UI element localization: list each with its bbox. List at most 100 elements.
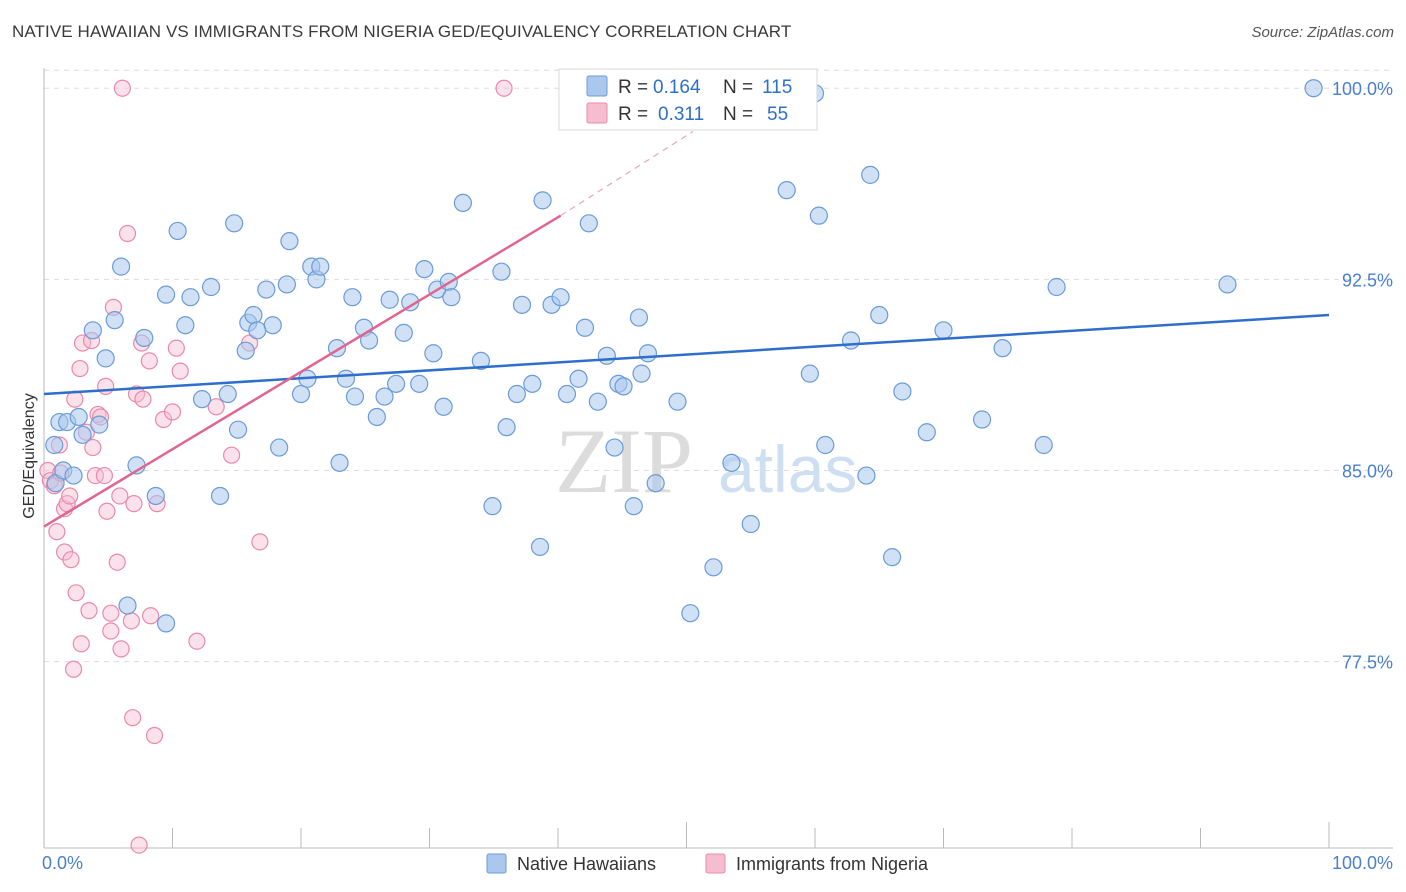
trend-lines [43,131,1330,528]
data-point-nigeria [118,224,137,243]
data-point-native-hawaiian [330,453,349,472]
data-point-native-hawaiian [181,288,200,307]
data-point-native-hawaiian [244,305,263,325]
data-point-native-hawaiian [453,193,473,213]
data-point-native-hawaiian [248,321,267,340]
data-point-native-hawaiian [523,374,542,393]
stats-legend-r-label-pink: R = [618,104,648,125]
data-point-native-hawaiian [816,435,835,455]
data-point-native-hawaiian [993,339,1012,358]
data-point-native-hawaiian [257,280,276,299]
data-point-native-hawaiian [629,308,649,327]
data-point-nigeria [112,640,130,658]
data-point-native-hawaiian [45,435,64,455]
data-point-nigeria [71,359,89,378]
data-point-native-hawaiian [336,369,356,388]
stats-legend-swatch-blue [586,75,608,97]
data-point-native-hawaiian [105,311,124,330]
y-tick-label: 85.0% [1342,461,1393,481]
x-tick-label-max: 100.0% [1332,853,1393,873]
stats-legend-n-label-blue: N = [723,77,753,98]
data-point-native-hawaiian [210,486,230,506]
data-point-nigeria [95,466,113,485]
data-point-nigeria [207,398,225,416]
data-point-native-hawaiian [917,423,936,442]
watermark: ZIP atlas [555,410,857,512]
data-point-native-hawaiian [96,349,115,368]
data-point-nigeria [86,466,105,485]
data-point-nigeria [145,726,164,745]
y-tick-labels: 77.5% 85.0% 92.5% 100.0% [1332,79,1393,672]
data-point-native-hawaiian [597,346,616,365]
stats-legend: R = 0.164 N = 115 R = 0.311 N = 55 [558,68,818,131]
data-point-native-hawaiian [569,369,588,388]
stats-legend-n-value-blue: 115 [762,77,792,98]
data-point-native-hawaiian [841,331,861,350]
legend-label-immigrants-from-nigeria: Immigrants from Nigeria [736,854,929,874]
data-point-native-hawaiian [972,410,992,429]
x-tick-label-min: 0.0% [42,853,83,873]
stats-legend-n-value-pink: 55 [767,104,788,125]
data-point-native-hawaiian [83,321,102,340]
y-tick-label: 92.5% [1342,270,1393,290]
data-point-native-hawaiian [497,418,516,437]
data-point-native-hawaiian [557,384,577,404]
trend-line-native-hawaiians [43,313,1330,396]
data-point-native-hawaiian [156,285,176,304]
watermark-zip: ZIP [555,410,693,512]
legend-swatch-immigrants-from-nigeria [705,853,726,874]
data-point-nigeria [167,339,185,357]
data-point-nigeria [97,377,115,395]
data-point-native-hawaiian [624,497,643,516]
stats-legend-r-value-blue: 0.164 [653,77,701,98]
data-point-native-hawaiian [861,165,880,184]
data-point-native-hawaiian [668,392,687,411]
data-point-nigeria [134,390,152,408]
data-point-native-hawaiian [632,364,651,383]
data-point-native-hawaiian [646,474,665,493]
data-point-native-hawaiian [579,214,598,233]
data-point-native-hawaiian [638,344,658,363]
data-point-native-hawaiian [367,407,386,427]
data-point-native-hawaiian [225,214,244,233]
data-point-native-hawaiian [394,323,413,342]
data-point-nigeria [188,632,206,650]
data-point-native-hawaiian [800,364,819,383]
data-point-native-hawaiian [551,288,570,307]
data-point-native-hawaiian [345,387,365,406]
data-point-native-hawaiian [146,486,165,506]
stats-legend-swatch-pink [586,102,608,124]
data-point-nigeria [84,438,102,457]
data-point-native-hawaiian [277,275,296,294]
data-point-native-hawaiian [415,260,434,279]
data-point-native-hawaiian [857,466,876,485]
data-point-native-hawaiian [1034,435,1053,455]
data-point-native-hawaiian [681,604,700,623]
data-point-native-hawaiian [588,392,607,411]
stats-legend-r-value-pink: 0.311 [658,104,704,125]
data-point-native-hawaiian [69,407,88,427]
data-point-native-hawaiian [1304,79,1323,98]
data-point-native-hawaiian [228,420,248,439]
data-point-native-hawaiian [722,453,741,472]
legend-label-native-hawaiians: Native Hawaiians [517,854,656,874]
series-immigrants-from-nigeria-points [39,79,513,854]
data-point-native-hawaiian [280,232,299,251]
data-point-nigeria [171,362,189,380]
data-point-native-hawaiian [236,341,255,360]
data-point-native-hawaiian [270,438,289,457]
series-native-hawaiians-points [45,79,1323,633]
data-point-native-hawaiian [882,548,902,567]
data-point-nigeria [111,487,129,505]
data-point-native-hawaiian [605,438,624,457]
data-point-nigeria [98,502,116,520]
data-point-native-hawaiian [512,295,532,314]
data-point-native-hawaiian [870,305,889,325]
data-point-native-hawaiian [434,397,453,416]
data-point-native-hawaiian [135,328,154,348]
data-point-native-hawaiian [201,277,221,297]
data-point-nigeria [102,622,120,640]
data-point-native-hawaiian [111,257,131,276]
data-point-native-hawaiian [893,382,912,401]
data-point-nigeria [61,487,79,505]
